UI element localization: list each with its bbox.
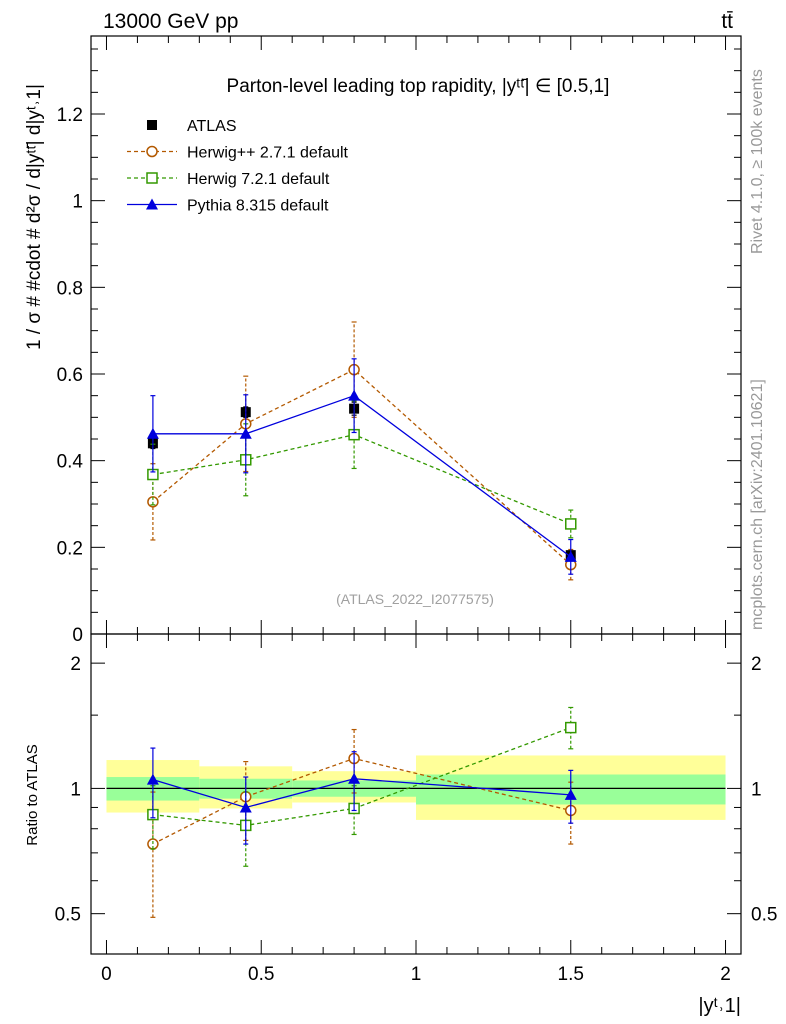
legend-marker	[147, 120, 157, 130]
legend-entry: Herwig++ 2.7.1 default	[127, 145, 349, 162]
x-tick-label: 1	[411, 964, 422, 985]
series-line	[152, 433, 572, 525]
ratio-line	[152, 757, 571, 845]
main-axis-ticks: 0 0.2 0.4 0.6 0.8 1 1.2	[57, 36, 741, 646]
data-point	[565, 518, 577, 530]
series-line	[152, 394, 572, 558]
main-series	[146, 321, 577, 581]
ratio-y-tick-label-right: 2	[751, 654, 762, 675]
rivet-label: Rivet 4.1.0, ≥ 100k events	[749, 69, 766, 254]
ratio-series-pythia-8-315-default	[146, 747, 577, 845]
legend-label: Pythia 8.315 default	[187, 198, 329, 215]
series-pythia-8-315-default	[146, 358, 577, 575]
main-y-tick-label: 0.2	[57, 538, 83, 559]
data-point	[239, 427, 252, 439]
ratio-axis-ticks: 0.5 0.5 1 1 2 2 0 0.5 1 1.5 2	[55, 634, 777, 985]
legend: ATLAS Herwig++ 2.7.1 default Herwig 7.2.1 …	[127, 118, 349, 215]
x-tick-label: 0.5	[248, 964, 274, 985]
series-herwig-7-2-1-default	[147, 400, 577, 539]
ratio-point	[564, 788, 577, 800]
ratio-y-tick-label-right: 1	[751, 779, 762, 800]
main-title: Parton-level leading top rapidity, |yᵗᵗ̄…	[227, 76, 610, 97]
source-label: mcplots.cern.ch [arXiv:2401.10621]	[749, 379, 766, 630]
ratio-uncertainty-bands	[106, 755, 726, 820]
analysis-watermark: (ATLAS_2022_I2077575)	[336, 591, 494, 607]
main-y-axis-label: 1 / σ # #cdot # d²σ / d|yᵗᵗ̄| d|yᵗ˒1|	[24, 84, 45, 350]
ratio-y-axis-label: Ratio to ATLAS	[24, 744, 41, 845]
main-y-tick-label: 0.4	[57, 452, 84, 473]
main-y-tick-label: 0.8	[57, 278, 83, 299]
data-point	[564, 550, 577, 562]
ratio-line	[152, 778, 571, 809]
energy-label: 13000 GeV pp	[103, 10, 238, 33]
main-y-tick-label: 0	[72, 625, 83, 646]
ratio-series	[146, 706, 577, 918]
series-herwig-2-7-1-default	[147, 321, 577, 581]
ratio-panel: 0.5 0.5 1 1 2 2 0 0.5 1 1.5 2 Ratio to ATLAS |yᵗ˒1…	[24, 633, 777, 1017]
x-tick-label: 2	[720, 964, 731, 985]
ratio-y-tick-label: 1	[70, 779, 81, 800]
x-tick-label: 0	[101, 964, 112, 985]
data-point	[348, 389, 361, 401]
ratio-point	[565, 721, 577, 734]
legend-label: Herwig 7.2.1 default	[187, 171, 330, 188]
ratio-y-tick-label: 0.5	[55, 905, 81, 926]
legend-marker	[146, 145, 158, 158]
process-label: tt̄	[721, 10, 733, 33]
ratio-point	[146, 773, 159, 785]
legend-marker	[146, 198, 158, 210]
main-y-tick-label: 1	[72, 192, 83, 213]
x-tick-label: 1.5	[558, 964, 584, 985]
legend-entry: Pythia 8.315 default	[127, 198, 329, 215]
data-point	[146, 427, 159, 439]
legend-entry: Herwig 7.2.1 default	[127, 171, 330, 188]
ratio-point	[348, 772, 361, 784]
main-y-tick-label: 0.6	[57, 365, 83, 386]
ratio-point	[239, 801, 252, 813]
series-line	[152, 368, 572, 566]
ratio-y-tick-label-right: 0.5	[751, 905, 777, 926]
legend-entry: ATLAS	[147, 118, 237, 135]
series-atlas	[147, 401, 576, 561]
legend-marker	[146, 172, 158, 184]
ratio-line	[152, 726, 571, 827]
legend-label: ATLAS	[187, 118, 237, 135]
x-axis-label: |yᵗ˒1|	[698, 995, 741, 1017]
main-panel: 0 0.2 0.4 0.6 0.8 1 1.2 Parton-level leading t…	[24, 35, 742, 646]
main-y-tick-label: 1.2	[57, 105, 83, 126]
legend-label: Herwig++ 2.7.1 default	[187, 145, 349, 162]
ratio-y-tick-label: 2	[70, 654, 81, 675]
